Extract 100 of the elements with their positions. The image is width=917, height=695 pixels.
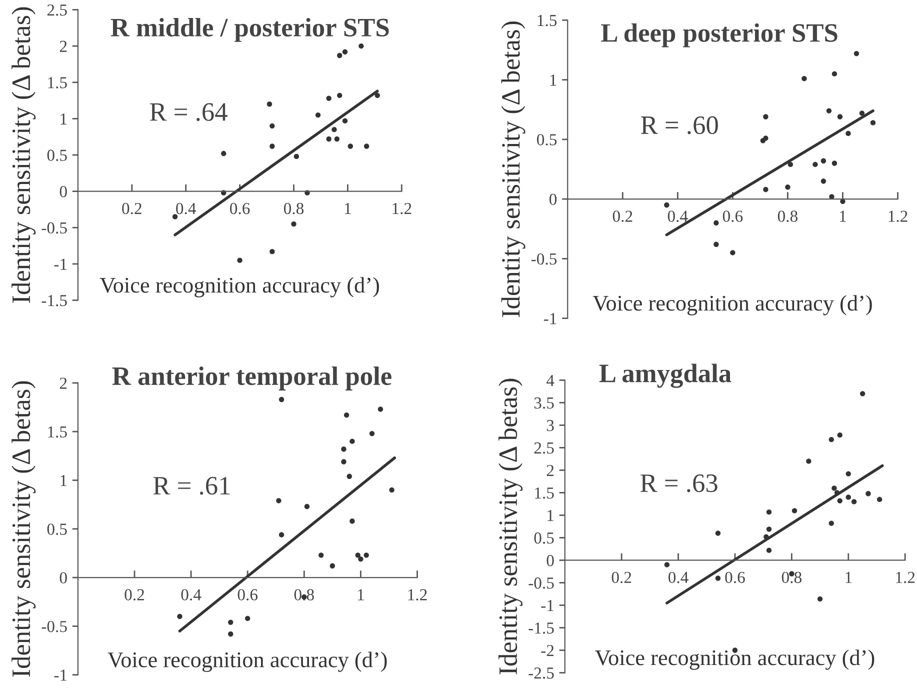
y-tick-label: 1.5	[48, 77, 67, 88]
point	[337, 92, 342, 98]
y-tick-label: 0.5	[537, 134, 557, 146]
y-tick-label: -1.5	[528, 622, 554, 634]
point	[851, 499, 857, 504]
point	[828, 520, 834, 526]
point	[766, 509, 772, 515]
point	[270, 123, 275, 129]
point	[820, 178, 826, 184]
x-tick-label: 1.2	[888, 210, 908, 222]
point	[337, 52, 342, 58]
point	[228, 620, 234, 625]
y-tick-label: 1.5	[538, 14, 557, 26]
y-tick-label: -1	[54, 670, 67, 681]
point	[278, 396, 284, 402]
point	[763, 136, 768, 141]
point	[860, 391, 866, 396]
point	[358, 556, 364, 562]
y-tick-label: 1	[550, 74, 556, 86]
point	[304, 504, 310, 510]
x-tick-label: 0.4	[668, 210, 688, 222]
point	[332, 126, 337, 132]
point	[276, 498, 282, 504]
point	[341, 459, 346, 464]
x-tick-label: 0.8	[294, 589, 314, 600]
x-tick-label: 1	[344, 202, 351, 214]
point	[358, 43, 364, 49]
point	[846, 130, 851, 136]
y-tick-label: 3.5	[534, 397, 554, 409]
point	[378, 406, 384, 412]
y-axis-title: Identity sensitivity (Δ betas)	[501, 22, 526, 318]
point	[315, 112, 321, 118]
point	[326, 96, 332, 101]
y-tick-label: -1.5	[42, 295, 67, 306]
x-axis-title: Voice recognition accuracy (d’)	[595, 650, 874, 670]
point	[766, 526, 772, 532]
point	[859, 110, 865, 116]
point	[832, 160, 838, 166]
point	[364, 552, 369, 558]
point	[802, 76, 807, 82]
point	[837, 498, 842, 504]
y-tick-label: 2	[60, 378, 67, 389]
point	[870, 120, 876, 126]
point	[350, 438, 355, 444]
point	[291, 221, 296, 227]
annotation: R = .61	[153, 476, 230, 495]
y-tick-label: 1.5	[48, 426, 67, 438]
y-tick-label: 3	[546, 420, 554, 432]
point	[806, 458, 812, 464]
point	[828, 436, 834, 442]
point	[266, 102, 272, 107]
y-tick-label: 4	[546, 374, 554, 386]
point	[270, 248, 275, 254]
y-tick-label: -2.5	[528, 668, 554, 679]
point	[318, 552, 324, 558]
chart-title: R anterior temporal pole	[112, 366, 392, 390]
y-tick-label: -0.5	[528, 577, 554, 589]
point	[664, 202, 670, 208]
y-axis-title: Identity sensitivity (Δ betas)	[498, 378, 523, 674]
point	[334, 136, 340, 142]
chart-title: L deep posterior STS	[601, 23, 838, 48]
x-axis-title: Voice recognition accuracy (d’)	[108, 652, 387, 672]
x-tick-label: 0.2	[612, 572, 632, 584]
point	[866, 491, 871, 496]
y-tick-label: 0	[550, 194, 557, 205]
point	[364, 144, 370, 149]
y-tick-label: -1	[54, 258, 67, 270]
chart-title: L amygdala	[599, 364, 732, 388]
point	[374, 92, 380, 98]
point	[172, 214, 178, 220]
y-tick-label: 0.5	[47, 524, 67, 535]
point	[788, 162, 794, 168]
point	[812, 162, 818, 168]
y-tick-label: 2	[60, 40, 67, 52]
point	[832, 71, 838, 76]
point	[785, 184, 790, 190]
y-tick-label: 1	[548, 510, 554, 521]
point	[389, 487, 394, 493]
point	[846, 471, 851, 476]
point	[730, 250, 736, 256]
y-axis-title: Identity sensitivity (Δ betas)	[12, 7, 36, 303]
x-tick-label: 1	[358, 589, 364, 600]
chart-title: R middle / posterior STS	[110, 18, 389, 42]
x-tick-label: 0.8	[782, 572, 802, 584]
x-tick-label: 1	[846, 572, 852, 583]
point	[763, 186, 768, 192]
point	[228, 631, 234, 637]
y-tick-label: -1	[544, 313, 556, 324]
x-axis-title: Voice recognition accuracy (d’)	[592, 295, 872, 316]
point	[350, 518, 355, 524]
x-tick-label: 0.6	[722, 210, 743, 222]
point	[244, 616, 250, 622]
x-tick-label: 0.2	[122, 202, 142, 214]
y-tick-label: -1	[541, 600, 554, 612]
y-tick-label: 0.5	[47, 150, 67, 162]
y-axis-title: Identity sensitivity (Δ betas)	[12, 381, 36, 677]
y-tick-label: 2.5	[534, 442, 554, 454]
point	[342, 49, 348, 54]
y-tick-label: 1	[60, 475, 67, 486]
y-tick-label: -2	[541, 645, 554, 656]
